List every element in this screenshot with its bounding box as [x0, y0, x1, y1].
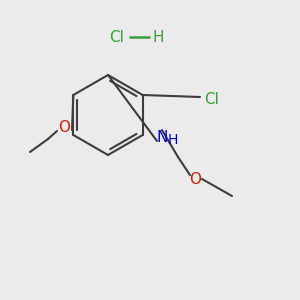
Text: O: O — [189, 172, 201, 188]
Text: Cl: Cl — [110, 29, 124, 44]
Text: N: N — [156, 130, 168, 145]
Text: H: H — [152, 29, 164, 44]
Text: Cl: Cl — [205, 92, 219, 107]
Text: H: H — [168, 133, 178, 147]
Text: O: O — [58, 121, 70, 136]
